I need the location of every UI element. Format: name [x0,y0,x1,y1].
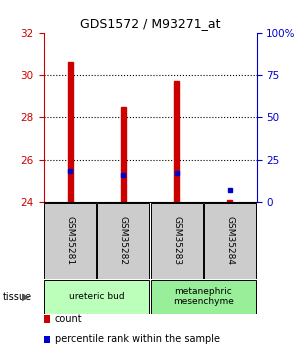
Bar [151,280,256,314]
Text: count: count [55,314,82,324]
Text: metanephric
mesenchyme: metanephric mesenchyme [173,287,234,306]
Text: GSM35282: GSM35282 [119,216,128,265]
Text: GSM35284: GSM35284 [225,216,234,265]
Title: GDS1572 / M93271_at: GDS1572 / M93271_at [80,17,220,30]
Text: percentile rank within the sample: percentile rank within the sample [55,335,220,344]
Bar [174,81,179,202]
Bar [68,62,73,202]
Text: ureteric bud: ureteric bud [69,292,124,301]
Text: tissue: tissue [3,292,32,302]
Bar [204,203,256,279]
Text: ▶: ▶ [22,292,29,302]
Text: GSM35283: GSM35283 [172,216,181,265]
Bar [151,203,203,279]
Bar [227,200,232,202]
Text: GSM35281: GSM35281 [66,216,75,265]
Bar [97,203,149,279]
Bar [121,107,126,202]
Bar [44,280,149,314]
Bar [44,203,96,279]
